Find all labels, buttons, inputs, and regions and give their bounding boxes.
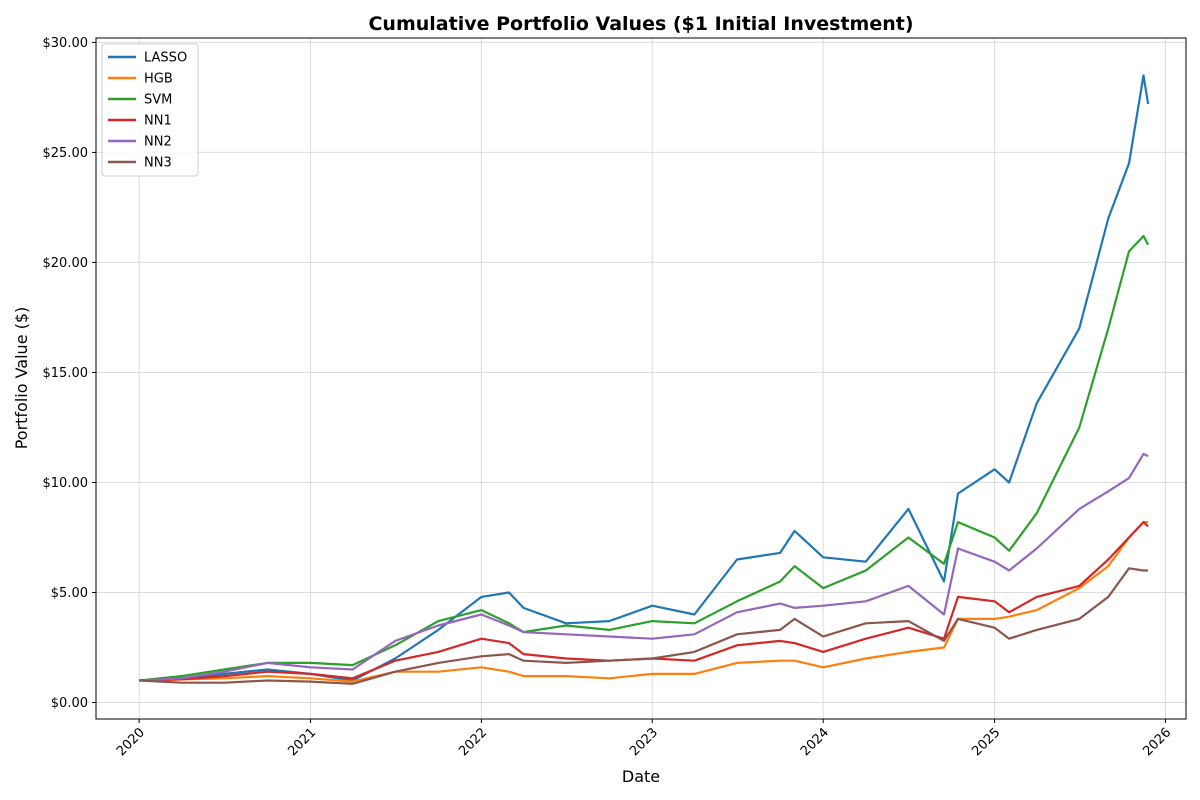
- legend-label: NN2: [144, 135, 172, 150]
- series-layer: [138, 74, 1150, 685]
- y-tick-label: $25.00: [43, 146, 89, 161]
- legend-label: HGB: [144, 72, 173, 87]
- chart-title: Cumulative Portfolio Values ($1 Initial …: [368, 13, 913, 35]
- plot-frame: [95, 37, 1187, 720]
- legend-label: LASSO: [144, 51, 187, 66]
- y-axis-label: Portfolio Value ($): [12, 307, 31, 450]
- series-line-nn2: [139, 452, 1149, 682]
- y-tick-label: $30.00: [43, 36, 89, 51]
- series-line-hgb: [139, 520, 1149, 683]
- legend-label: NN3: [144, 156, 172, 171]
- series-line-nn1: [139, 520, 1149, 682]
- y-tick-label: $10.00: [43, 476, 89, 491]
- legend-label: NN1: [144, 114, 172, 129]
- y-tick-label: $20.00: [43, 256, 89, 271]
- legend-label: SVM: [144, 93, 172, 108]
- legend: LASSO HGB SVM NN1 NN2 NN3: [101, 43, 199, 177]
- x-axis-label: Date: [622, 767, 660, 786]
- series-line-nn3: [139, 567, 1149, 685]
- y-tick-label: $15.00: [43, 366, 89, 381]
- series-line-svm: [138, 234, 1150, 682]
- y-tick-label: $5.00: [51, 586, 88, 601]
- y-tick-label: $0.00: [51, 696, 88, 711]
